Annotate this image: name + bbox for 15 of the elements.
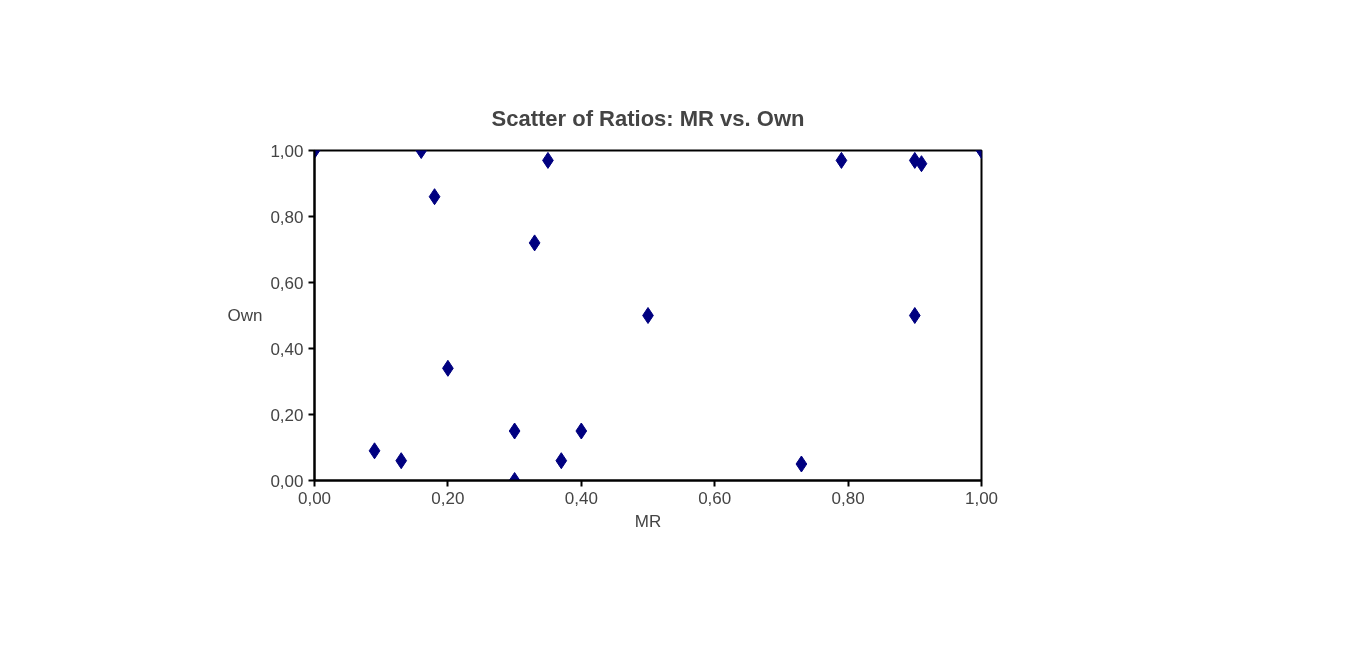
x-tick-label: 0,00 [297, 488, 332, 508]
x-tick-label: 1,00 [964, 488, 999, 508]
x-axis-title: MR [634, 511, 662, 531]
chart-title: Scatter of Ratios: MR vs. Own [491, 105, 805, 131]
y-tick-label: 0,60 [270, 273, 304, 293]
y-axis-title: Own [227, 306, 263, 325]
x-tick-label: 0,40 [564, 488, 598, 508]
y-tick-label: 1,00 [270, 141, 304, 161]
x-tick-label: 0,80 [831, 488, 865, 508]
y-tick-label: 0,00 [270, 471, 304, 491]
y-tick-label: 0,20 [270, 405, 304, 425]
x-tick-label: 0,20 [431, 488, 465, 508]
y-tick-label: 0,80 [270, 207, 304, 227]
y-tick-label: 0,40 [270, 339, 304, 359]
x-tick-label: 0,60 [698, 488, 732, 508]
